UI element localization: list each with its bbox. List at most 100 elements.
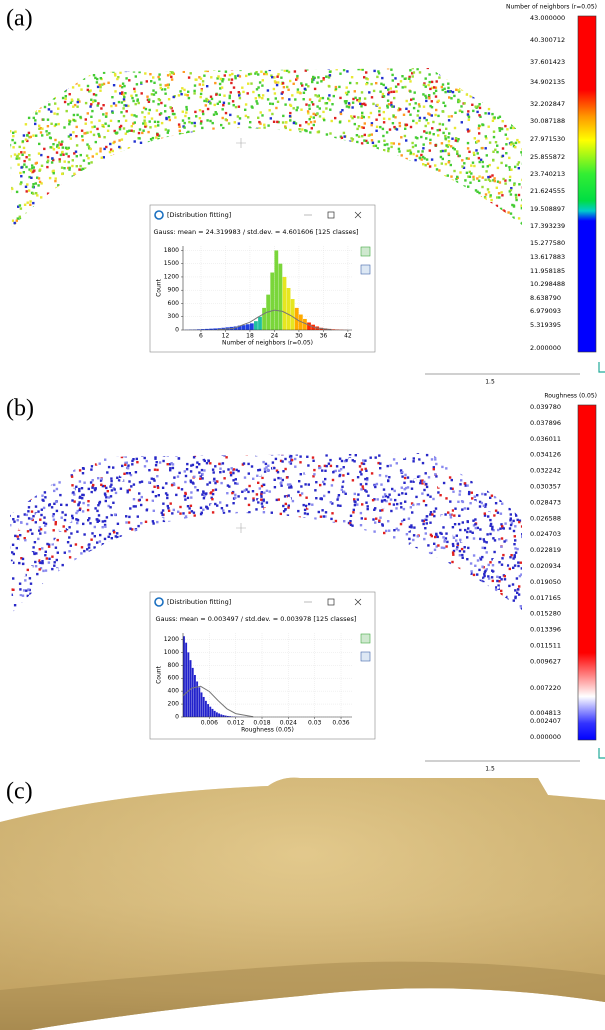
point: [131, 463, 133, 465]
point: [346, 551, 348, 553]
point: [223, 477, 225, 479]
point: [41, 128, 43, 130]
point: [427, 67, 429, 69]
point: [125, 133, 127, 135]
point: [266, 190, 268, 192]
point: [383, 206, 385, 208]
point: [443, 585, 445, 587]
point: [187, 154, 189, 156]
point: [266, 140, 268, 142]
point: [153, 93, 155, 95]
point: [358, 136, 360, 138]
point: [180, 192, 182, 194]
point: [369, 556, 371, 558]
point: [26, 221, 28, 223]
point: [346, 172, 348, 174]
point: [92, 205, 94, 207]
point: [327, 570, 329, 572]
point: [496, 151, 498, 153]
point: [233, 86, 235, 88]
point: [448, 153, 450, 155]
point: [305, 472, 307, 474]
point: [393, 126, 395, 128]
point: [361, 112, 363, 114]
point: [18, 224, 20, 226]
point: [409, 181, 411, 183]
point: [503, 499, 505, 501]
point: [278, 195, 280, 197]
point: [340, 177, 342, 179]
point: [53, 484, 55, 486]
point: [385, 462, 387, 464]
point: [265, 466, 267, 468]
point: [467, 203, 469, 205]
point: [423, 203, 425, 205]
point: [228, 157, 230, 159]
point: [126, 162, 128, 164]
point: [279, 159, 281, 161]
point: [499, 528, 501, 530]
point: [494, 149, 496, 151]
point: [223, 133, 225, 135]
point: [102, 531, 104, 533]
point: [121, 607, 123, 609]
point: [498, 492, 500, 494]
point: [68, 517, 70, 519]
point: [232, 166, 234, 168]
point: [356, 141, 358, 143]
point: [135, 94, 137, 96]
point: [435, 560, 437, 562]
point: [246, 557, 248, 559]
point: [281, 170, 283, 172]
point: [99, 86, 101, 88]
point: [311, 548, 313, 550]
point: [16, 547, 18, 549]
point: [176, 164, 178, 166]
point: [365, 154, 367, 156]
point: [306, 456, 308, 458]
point: [69, 570, 71, 572]
point: [512, 457, 514, 459]
point: [518, 585, 520, 587]
point: [25, 166, 27, 168]
point: [500, 93, 502, 95]
point: [228, 202, 230, 204]
point: [113, 220, 115, 222]
point: [512, 217, 514, 219]
point: [34, 219, 36, 221]
point: [98, 135, 100, 137]
point: [91, 606, 93, 608]
point: [116, 78, 118, 80]
point: [483, 65, 485, 67]
point: [206, 568, 208, 570]
point: [122, 191, 124, 193]
point: [461, 548, 463, 550]
point: [26, 190, 28, 192]
point: [189, 192, 191, 194]
point: [507, 227, 509, 229]
point: [9, 223, 11, 225]
point: [219, 172, 221, 174]
point: [350, 161, 352, 163]
point: [259, 81, 261, 83]
point: [97, 104, 99, 106]
point: [281, 97, 283, 99]
point: [446, 71, 448, 73]
point: [252, 152, 254, 154]
point: [220, 154, 222, 156]
point: [450, 573, 452, 575]
point: [278, 182, 280, 184]
point: [255, 200, 257, 202]
point: [130, 130, 132, 132]
point: [425, 219, 427, 221]
point: [262, 552, 264, 554]
colorbar-title: Number of neighbors (r=0.05): [506, 4, 597, 11]
point: [314, 549, 316, 551]
point: [423, 143, 425, 145]
point: [289, 129, 291, 131]
point: [450, 76, 452, 78]
point: [225, 567, 227, 569]
point: [392, 580, 394, 582]
point: [417, 150, 419, 152]
point: [435, 463, 437, 465]
